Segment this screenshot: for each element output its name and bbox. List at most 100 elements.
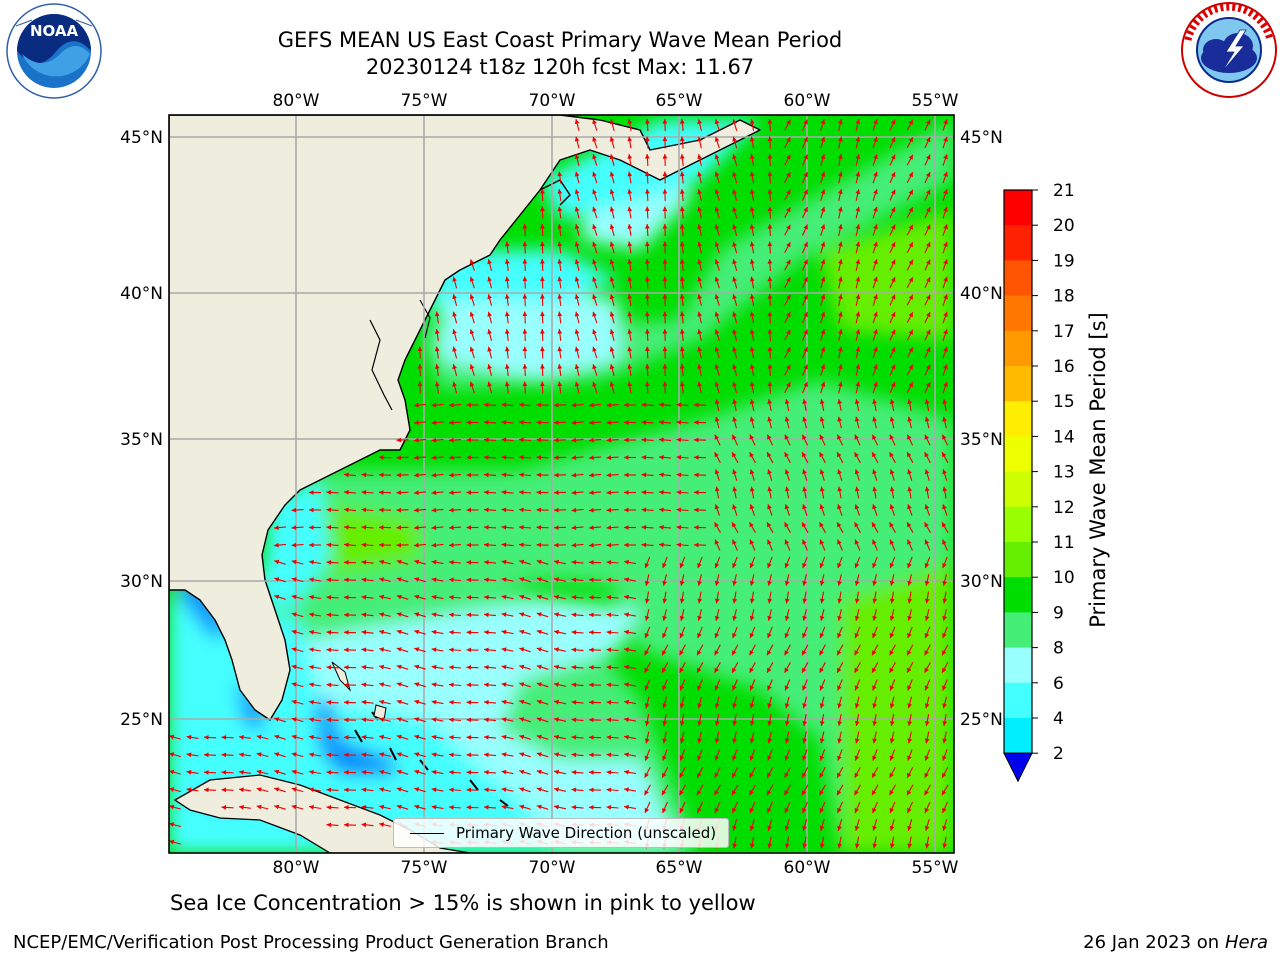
lon-label-bottom: 80°W — [273, 858, 320, 878]
wave-arrow-head — [431, 542, 437, 548]
wave-arrow-head — [697, 346, 702, 352]
wave-arrow-head — [645, 346, 650, 352]
wave-arrow-head — [606, 630, 612, 635]
wave-arrow-head — [802, 452, 807, 458]
wave-arrow-head — [396, 717, 402, 722]
wave-arrow-head — [641, 420, 647, 425]
wave-arrow-head — [784, 580, 790, 586]
wave-arrow-head — [714, 154, 720, 160]
wave-arrow-head — [379, 507, 384, 513]
wave-arrow-head — [767, 721, 773, 726]
wave-arrow-head — [819, 650, 824, 656]
colorbar-tick-label: 4 — [1053, 709, 1064, 729]
wave-arrow-head — [679, 615, 685, 621]
wave-arrow-head — [889, 434, 894, 440]
wave-arrow-head — [819, 772, 824, 778]
wave-arrow-head — [819, 703, 825, 709]
wave-arrow-head — [802, 539, 807, 545]
wave-arrow-head — [627, 346, 633, 352]
wave-arrow-head — [679, 650, 684, 656]
wave-arrow-head — [501, 717, 507, 722]
wave-arrow-head — [662, 364, 668, 369]
wave-arrow-head — [820, 206, 826, 212]
wave-arrow-head — [838, 364, 843, 370]
wave-arrow-head — [926, 277, 931, 283]
wave-arrow-head — [519, 577, 525, 582]
wave-arrow-head — [414, 402, 419, 408]
wave-arrow-head — [819, 486, 825, 492]
wave-arrow-head — [889, 738, 895, 744]
wave-arrow-head — [803, 259, 808, 265]
wave-arrow-head — [536, 717, 542, 722]
wave-arrow-head — [522, 311, 528, 317]
wave-arrow-head — [837, 790, 842, 796]
wave-arrow-head — [484, 682, 489, 688]
wave-arrow-head — [679, 772, 684, 778]
wave-arrow-head — [837, 486, 843, 492]
wave-arrow-head — [908, 137, 913, 143]
wave-arrow-head — [554, 577, 559, 582]
wave-arrow-head — [697, 633, 702, 639]
colorbar-tick-label: 9 — [1053, 603, 1064, 623]
wave-arrow-head — [924, 721, 930, 726]
wave-arrow-head — [697, 241, 702, 247]
lat-label-right: 30°N — [960, 572, 1003, 592]
wave-arrow-head — [889, 790, 894, 796]
wave-arrow-head — [767, 755, 772, 761]
wave-arrow-head — [838, 171, 843, 177]
wave-arrow-head — [554, 525, 559, 530]
wave-arrow-head — [714, 721, 720, 726]
wave-arrow-head — [924, 452, 929, 458]
wave-arrow-head — [452, 346, 457, 352]
wave-arrow-head — [802, 738, 807, 744]
sea-ice-caption: Sea Ice Concentration > 15% is shown in … — [170, 891, 756, 915]
wave-arrow-head — [645, 119, 650, 124]
wave-arrow-head — [589, 647, 594, 653]
wave-arrow-head — [784, 563, 790, 569]
wave-arrow-head — [431, 787, 437, 793]
wave-arrow-head — [627, 381, 633, 387]
wave-arrow-head — [854, 790, 859, 796]
wave-arrow-head — [571, 577, 577, 583]
wave-arrow-head — [609, 224, 615, 230]
wave-arrow-head — [571, 700, 577, 705]
wave-arrow-head — [784, 650, 789, 656]
wave-arrow-head — [889, 539, 895, 545]
wave-arrow-head — [571, 455, 577, 460]
wave-arrow-head — [291, 629, 297, 635]
wave-arrow-head — [749, 276, 755, 282]
wave-arrow-head — [872, 825, 877, 831]
wave-arrow-head — [767, 580, 772, 586]
wave-arrow-head — [624, 734, 629, 740]
wave-arrow-head — [714, 755, 720, 761]
wave-arrow-head — [767, 703, 772, 709]
wave-arrow-head — [749, 171, 755, 177]
wave-arrow-head — [326, 752, 332, 758]
wave-arrow-head — [396, 472, 402, 478]
wave-arrow-head — [872, 539, 877, 545]
wave-arrow-head — [606, 805, 612, 810]
wave-arrow-head — [645, 294, 650, 299]
wave-arrow-head — [767, 294, 773, 299]
wave-arrow-head — [786, 277, 791, 283]
wave-arrow-head — [609, 136, 615, 142]
wave-arrow-head — [732, 416, 737, 422]
wave-arrow-head — [624, 787, 629, 793]
wave-arrow-head — [592, 381, 597, 387]
wave-arrow-head — [644, 790, 649, 796]
wave-arrow-head — [838, 206, 843, 212]
wave-arrow-head — [767, 241, 773, 247]
wave-arrow-head — [749, 650, 754, 656]
wave-arrow-head — [536, 594, 542, 600]
wave-arrow-head — [908, 172, 913, 178]
wave-arrow-head — [662, 241, 668, 247]
wave-arrow-head — [519, 682, 525, 687]
wave-arrow-head — [309, 577, 314, 583]
wave-arrow-head — [837, 539, 842, 545]
wave-arrow-head — [624, 647, 629, 653]
wave-arrow-head — [414, 717, 420, 722]
wave-arrow-head — [361, 822, 367, 828]
wave-arrow-head — [676, 420, 682, 425]
colorbar-bin — [1004, 295, 1032, 332]
wave-arrow-head — [786, 364, 791, 370]
